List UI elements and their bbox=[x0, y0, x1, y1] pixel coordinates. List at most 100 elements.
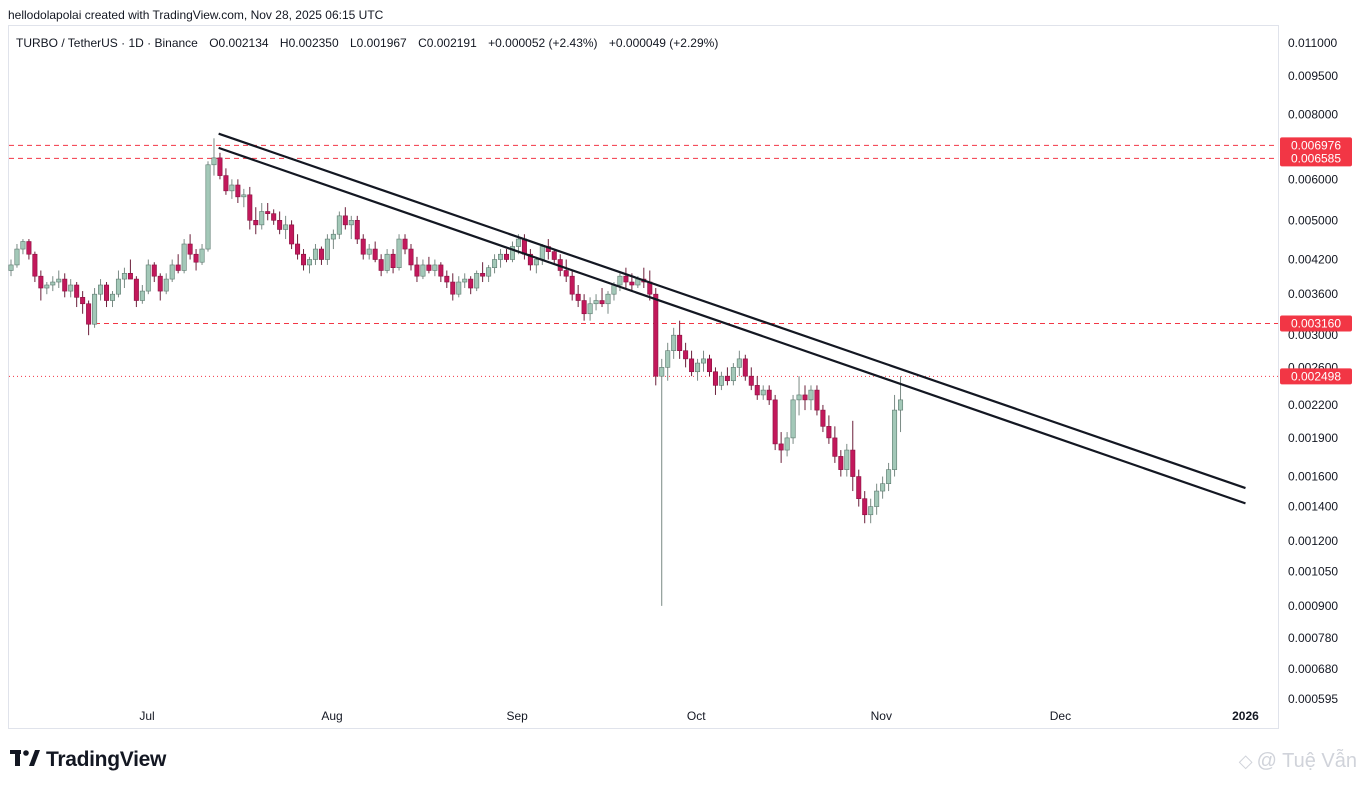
candle bbox=[271, 209, 277, 225]
tradingview-icon bbox=[10, 748, 40, 772]
candle-body bbox=[593, 300, 599, 305]
candle bbox=[802, 385, 808, 411]
candle bbox=[199, 244, 205, 265]
candle bbox=[80, 291, 86, 314]
candle-body bbox=[498, 253, 504, 260]
candle-body bbox=[599, 300, 605, 305]
candle bbox=[318, 246, 324, 265]
price-level-badge-bg bbox=[1280, 137, 1352, 154]
candle-body bbox=[706, 358, 712, 373]
legend-open: O0.002134 bbox=[209, 36, 269, 50]
candle bbox=[366, 244, 372, 260]
candle-body bbox=[695, 362, 701, 373]
candle-body bbox=[563, 270, 569, 277]
candle bbox=[217, 152, 223, 180]
candle-body bbox=[420, 264, 426, 277]
candle-body bbox=[193, 253, 199, 263]
candle bbox=[330, 229, 336, 250]
candle bbox=[62, 273, 68, 298]
candle-body bbox=[820, 409, 826, 427]
candle bbox=[808, 385, 814, 411]
candle-body bbox=[468, 278, 474, 289]
candle-body bbox=[306, 259, 312, 266]
candle-body bbox=[378, 259, 384, 271]
candle bbox=[426, 256, 432, 274]
candle bbox=[474, 270, 480, 292]
candle-body bbox=[271, 213, 277, 221]
candle bbox=[20, 239, 26, 255]
price-axis[interactable]: 0.011000 0.009500 0.008000 0.006000 0.005000… bbox=[1288, 36, 1338, 706]
candle bbox=[856, 469, 862, 507]
candle bbox=[432, 259, 438, 277]
candle-body bbox=[790, 399, 796, 439]
candle-body bbox=[623, 275, 629, 283]
candle bbox=[44, 282, 50, 295]
candle bbox=[832, 426, 838, 463]
candle-body bbox=[742, 358, 748, 377]
candle-body bbox=[826, 426, 832, 439]
candle bbox=[32, 251, 38, 283]
candle bbox=[133, 276, 139, 308]
candle-body bbox=[408, 248, 414, 266]
candle-body bbox=[712, 371, 718, 386]
candle bbox=[295, 234, 301, 260]
price-level-badge-bg bbox=[1280, 150, 1352, 167]
candle-body bbox=[32, 253, 38, 277]
candle bbox=[26, 239, 32, 260]
candle-body bbox=[384, 253, 390, 271]
candle bbox=[665, 342, 671, 381]
candle-body bbox=[527, 253, 533, 266]
candle bbox=[748, 367, 754, 391]
time-axis[interactable]: Jul Aug Sep Oct Nov Dec 2026 bbox=[139, 709, 1259, 723]
candle-body bbox=[748, 375, 754, 386]
candle-body bbox=[450, 281, 456, 295]
candle-body bbox=[880, 483, 886, 492]
candle bbox=[742, 354, 748, 381]
trendlines[interactable] bbox=[218, 132, 1246, 505]
price-tick-label: 0.001050 bbox=[1288, 564, 1338, 578]
candle-body bbox=[838, 456, 844, 470]
candle bbox=[360, 234, 366, 260]
candle bbox=[462, 273, 468, 289]
candle bbox=[372, 241, 378, 263]
candle bbox=[718, 371, 724, 391]
candle-body bbox=[814, 389, 820, 411]
price-tick-label: 0.003000 bbox=[1288, 328, 1338, 342]
candle bbox=[289, 220, 295, 250]
candle-body bbox=[701, 358, 707, 364]
candle-body bbox=[784, 437, 790, 451]
tradingview-logo[interactable]: TradingView bbox=[10, 748, 166, 772]
price-tick-label: 0.000595 bbox=[1288, 692, 1338, 706]
candle-body bbox=[551, 251, 557, 260]
candle bbox=[420, 259, 426, 280]
candle bbox=[127, 259, 133, 280]
candle bbox=[754, 376, 760, 400]
candle-body bbox=[289, 224, 295, 245]
candle bbox=[504, 249, 510, 263]
time-tick-label: Aug bbox=[321, 709, 342, 723]
candle-body bbox=[772, 399, 778, 445]
price-tick-label: 0.005000 bbox=[1288, 213, 1338, 227]
candle-body bbox=[104, 284, 110, 301]
candle bbox=[772, 394, 778, 451]
candle-body bbox=[718, 375, 724, 386]
candle bbox=[868, 498, 874, 524]
price-tick-label: 0.001200 bbox=[1288, 534, 1338, 548]
candle-body bbox=[283, 224, 289, 230]
candle-body bbox=[330, 233, 336, 240]
candle bbox=[575, 285, 581, 308]
candle-body bbox=[235, 184, 241, 198]
candle-body bbox=[796, 394, 802, 401]
candle-body bbox=[414, 264, 420, 277]
candle bbox=[104, 282, 110, 308]
candle bbox=[659, 358, 665, 606]
chart-frame[interactable] bbox=[8, 25, 1279, 729]
candle bbox=[408, 244, 414, 271]
candle-body bbox=[808, 389, 814, 401]
candle-body bbox=[26, 241, 32, 255]
legend-change: +0.000052 (+2.43%) bbox=[488, 36, 598, 50]
candle bbox=[593, 294, 599, 311]
price-tick-label: 0.000780 bbox=[1288, 631, 1338, 645]
